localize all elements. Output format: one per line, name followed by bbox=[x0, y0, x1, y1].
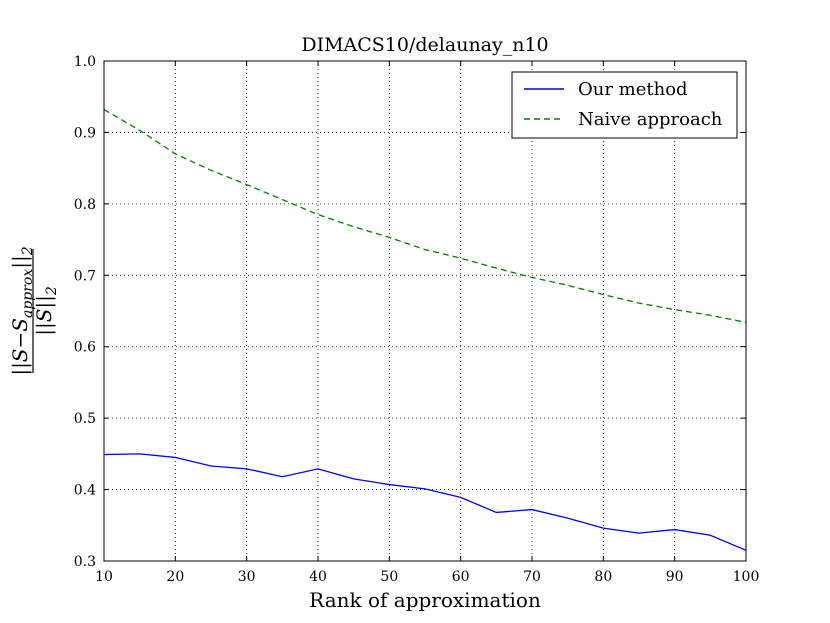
y-tick-label: 0.9 bbox=[74, 125, 96, 141]
legend-label: Naive approach bbox=[578, 109, 723, 130]
y-axis-label-denominator: ||S||2 bbox=[32, 286, 60, 336]
y-tick-label: 0.3 bbox=[74, 554, 96, 570]
y-tick-label: 1.0 bbox=[74, 54, 96, 70]
x-tick-label: 10 bbox=[95, 569, 113, 585]
legend-label: Our method bbox=[578, 79, 688, 100]
x-tick-label: 90 bbox=[666, 569, 684, 585]
x-tick-label: 50 bbox=[380, 569, 398, 585]
series-line-naive-approach bbox=[103, 109, 747, 324]
y-tick-label: 0.5 bbox=[74, 411, 96, 427]
y-axis-label: ||S−Sapprox||2 ||S||2 bbox=[8, 246, 60, 375]
x-tick-label: 80 bbox=[594, 569, 612, 585]
x-tick-label: 100 bbox=[733, 569, 760, 585]
y-tick-label: 0.4 bbox=[74, 483, 96, 499]
x-tick-label: 70 bbox=[523, 569, 541, 585]
grid bbox=[104, 61, 746, 561]
x-axis-label: Rank of approximation bbox=[309, 588, 541, 612]
y-tick-label: 0.8 bbox=[74, 197, 96, 213]
x-tick-label: 60 bbox=[452, 569, 470, 585]
legend-box bbox=[511, 71, 738, 139]
legend: Our method Naive approach bbox=[511, 71, 738, 139]
series-line-our-method bbox=[103, 453, 747, 551]
plot-series bbox=[103, 109, 747, 551]
y-tick-label: 0.6 bbox=[74, 340, 96, 356]
y-tick-label: 0.7 bbox=[74, 268, 96, 284]
chart-title: DIMACS10/delaunay_n10 bbox=[301, 34, 548, 56]
x-tick-label: 40 bbox=[309, 569, 327, 585]
x-tick-label: 20 bbox=[166, 569, 184, 585]
x-tick-label: 30 bbox=[238, 569, 256, 585]
plot-frame bbox=[103, 60, 747, 562]
axis-ticks: 10 20 30 40 50 60 70 80 90 100 0.3 0.4 0.5 0.6 0.7 0.8 0… bbox=[74, 54, 760, 585]
y-axis-label-numerator: ||S−Sapprox||2 bbox=[8, 246, 36, 375]
